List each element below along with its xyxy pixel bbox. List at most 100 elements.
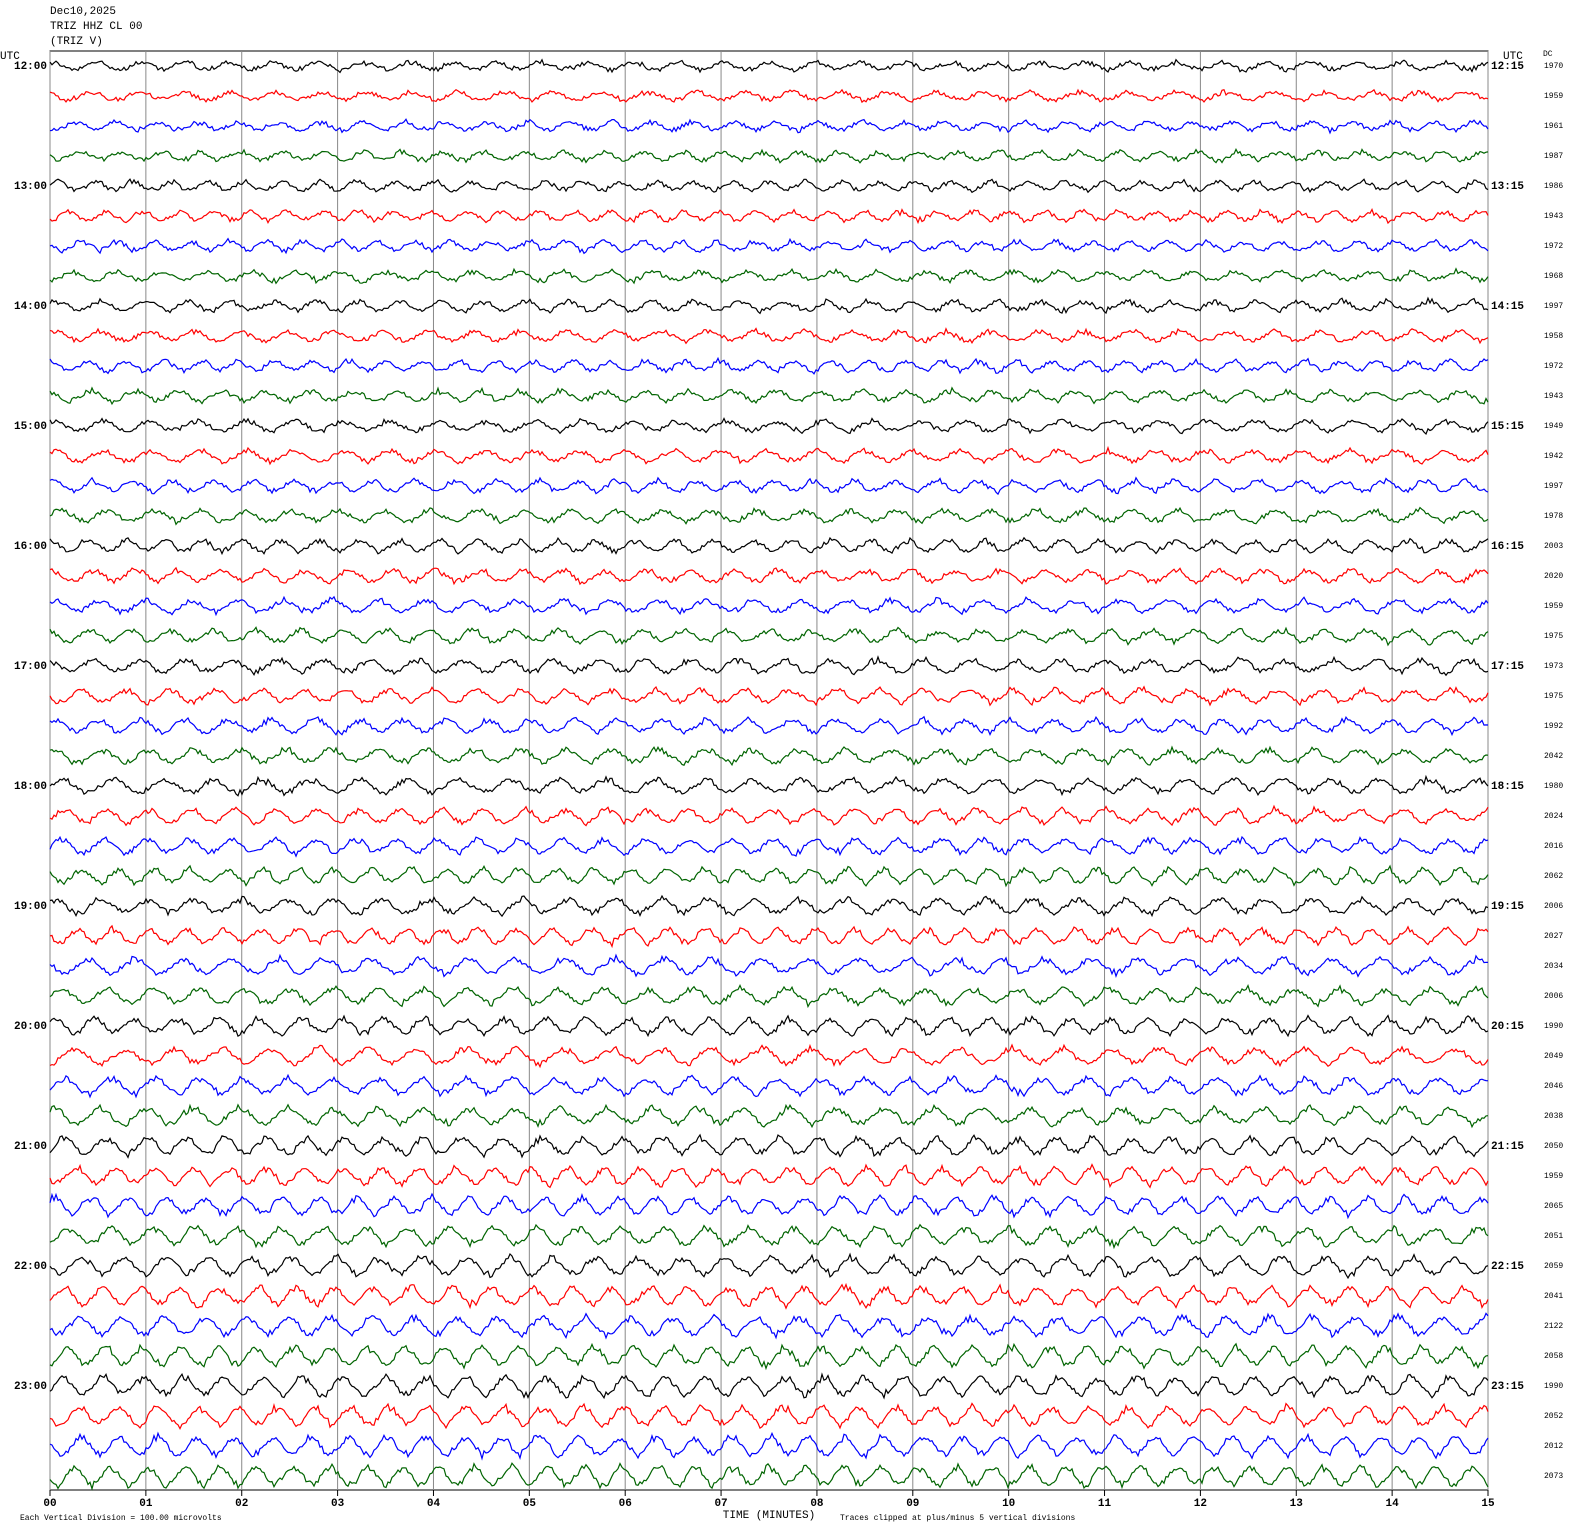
trace	[49, 983, 1489, 1009]
row-label-right: 12:15	[1491, 61, 1524, 73]
trace	[49, 88, 1489, 104]
trace	[49, 924, 1489, 949]
dc-value: 1958	[1544, 332, 1563, 341]
dc-value: 1990	[1544, 1382, 1563, 1391]
dc-value: 1990	[1544, 1022, 1563, 1031]
dc-value: 2049	[1544, 1052, 1563, 1061]
trace	[49, 58, 1489, 74]
footer-right: Traces clipped at plus/minus 5 vertical …	[840, 1514, 1075, 1523]
trace	[49, 148, 1489, 164]
right-axis-label: UTC	[1503, 51, 1523, 63]
trace	[49, 327, 1489, 345]
trace	[49, 1014, 1489, 1038]
dc-value: 1961	[1544, 122, 1563, 131]
dc-value: 1987	[1544, 152, 1563, 161]
row-label-left: 18:00	[14, 781, 47, 793]
row-label-left: 23:00	[14, 1381, 47, 1393]
dc-value: 2027	[1544, 932, 1563, 941]
row-label-right: 14:15	[1491, 301, 1524, 313]
dc-value: 2052	[1544, 1412, 1563, 1421]
row-label-left: 17:00	[14, 661, 47, 673]
trace	[49, 476, 1489, 496]
dc-value: 2006	[1544, 992, 1563, 1001]
dc-value: 2062	[1544, 872, 1563, 881]
dc-value: 1943	[1544, 212, 1563, 221]
dc-value: 1980	[1544, 782, 1563, 791]
trace	[49, 237, 1489, 255]
trace	[49, 774, 1489, 797]
trace	[49, 1192, 1489, 1220]
trace	[49, 1282, 1489, 1310]
title-line: (TRIZ V)	[50, 36, 103, 48]
dc-value: 1970	[1544, 62, 1563, 71]
dc-value: 1972	[1544, 362, 1563, 371]
row-label-right: 20:15	[1491, 1021, 1524, 1033]
dc-value: 2042	[1544, 752, 1563, 761]
row-label-right: 17:15	[1491, 661, 1524, 673]
x-tick-label: 00	[43, 1498, 56, 1510]
dc-value: 2046	[1544, 1082, 1563, 1091]
row-label-right: 16:15	[1491, 541, 1524, 553]
x-tick-label: 03	[331, 1498, 345, 1510]
dc-value: 1942	[1544, 452, 1563, 461]
dc-value: 2003	[1544, 542, 1563, 551]
x-tick-label: 14	[1386, 1498, 1400, 1510]
row-label-right: 21:15	[1491, 1141, 1524, 1153]
row-label-left: 13:00	[14, 181, 47, 193]
dc-label: DC	[1543, 50, 1553, 59]
trace	[49, 1252, 1489, 1280]
dc-value: 2024	[1544, 812, 1563, 821]
x-tick-label: 09	[906, 1498, 919, 1510]
left-axis-label: UTC	[0, 51, 20, 63]
dc-value: 2016	[1544, 842, 1563, 851]
x-tick-label: 07	[714, 1498, 727, 1510]
dc-value: 1949	[1544, 422, 1563, 431]
trace	[49, 1133, 1489, 1159]
trace	[49, 804, 1489, 827]
trace	[49, 506, 1489, 526]
dc-value: 2038	[1544, 1112, 1563, 1121]
trace	[49, 685, 1489, 707]
trace	[49, 715, 1489, 737]
footer-left: Each Vertical Division = 100.00 microvol…	[20, 1514, 222, 1523]
dc-value: 1959	[1544, 92, 1563, 101]
trace	[49, 566, 1489, 586]
row-label-left: 14:00	[14, 301, 47, 313]
dc-value: 2034	[1544, 962, 1563, 971]
dc-value: 2006	[1544, 902, 1563, 911]
trace	[49, 267, 1489, 285]
x-tick-label: 04	[427, 1498, 441, 1510]
row-label-left: 21:00	[14, 1141, 47, 1153]
trace	[49, 445, 1489, 466]
x-tick-label: 10	[1002, 1498, 1015, 1510]
dc-value: 1975	[1544, 632, 1563, 641]
dc-value: 1972	[1544, 242, 1563, 251]
trace	[49, 417, 1489, 436]
x-tick-label: 13	[1290, 1498, 1304, 1510]
row-label-right: 19:15	[1491, 901, 1524, 913]
x-tick-label: 06	[619, 1498, 632, 1510]
trace	[49, 894, 1489, 918]
dc-value: 2020	[1544, 572, 1563, 581]
dc-value: 2058	[1544, 1352, 1563, 1361]
row-label-right: 22:15	[1491, 1261, 1524, 1273]
trace	[49, 1462, 1489, 1491]
trace	[49, 953, 1489, 978]
trace	[49, 1073, 1489, 1099]
row-label-right: 15:15	[1491, 421, 1524, 433]
trace	[49, 386, 1489, 406]
trace	[49, 626, 1489, 647]
x-tick-label: 01	[139, 1498, 153, 1510]
trace	[49, 1312, 1489, 1340]
title-line: Dec10,2025	[50, 6, 116, 18]
dc-value: 1959	[1544, 1172, 1563, 1181]
dc-value: 2122	[1544, 1322, 1563, 1331]
row-label-right: 23:15	[1491, 1381, 1524, 1393]
dc-value: 2012	[1544, 1442, 1563, 1451]
trace	[49, 595, 1489, 617]
dc-value: 2050	[1544, 1142, 1563, 1151]
dc-value: 2073	[1544, 1472, 1563, 1481]
trace	[49, 1163, 1489, 1189]
x-axis-label: TIME (MINUTES)	[723, 1510, 815, 1522]
